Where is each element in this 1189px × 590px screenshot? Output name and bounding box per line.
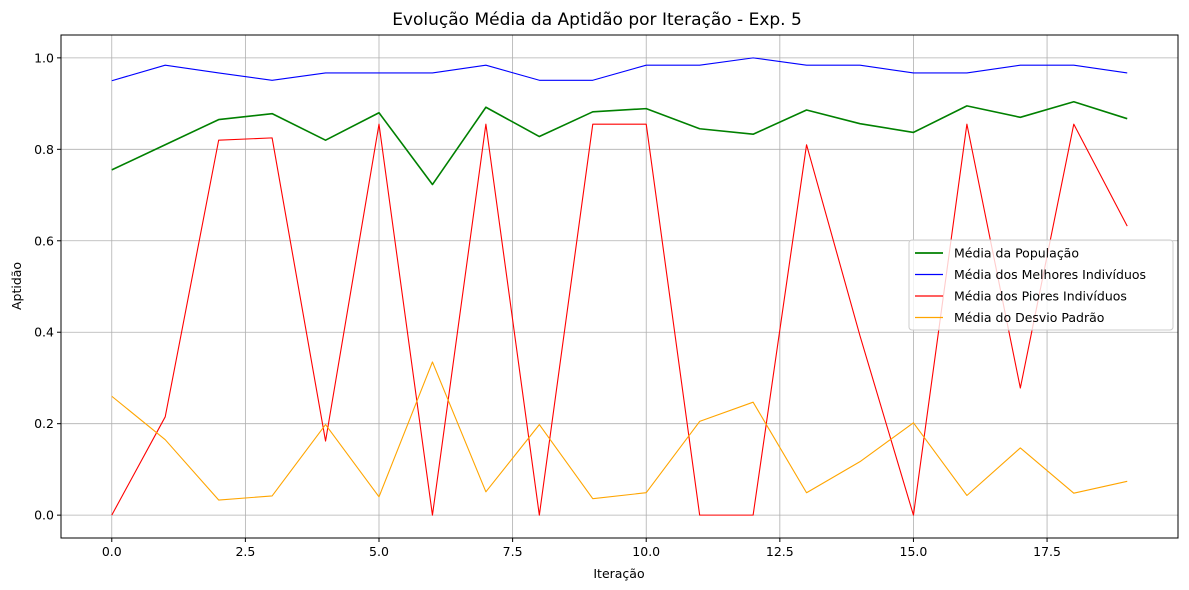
legend-frame xyxy=(908,239,1174,331)
x-axis-label: Iteração xyxy=(593,566,644,581)
series-line-4 xyxy=(111,361,1128,501)
legend-label: Média dos Piores Indivíduos xyxy=(954,289,1127,304)
series-line-1 xyxy=(111,100,1128,186)
series-line-3 xyxy=(111,123,1128,516)
y-axis: 0.0 0.2 0.4 0.6 0.8 1.0 xyxy=(34,50,61,523)
x-tick-label: 7.5 xyxy=(503,544,523,559)
x-tick-label: 10.0 xyxy=(632,544,660,559)
x-tick-label: 5.0 xyxy=(369,544,389,559)
series-layer xyxy=(111,57,1128,516)
x-axis: 0.0 2.5 5.0 7.5 10.0 12.5 15.0 17.5 xyxy=(102,538,1061,559)
x-tick-label: 2.5 xyxy=(235,544,255,559)
x-tick-label: 12.5 xyxy=(766,544,794,559)
plot-area xyxy=(60,34,1179,539)
y-tick-label: 1.0 xyxy=(34,50,54,65)
x-tick-label: 15.0 xyxy=(900,544,928,559)
x-tick-label: 0.0 xyxy=(102,544,122,559)
series-line-2 xyxy=(111,57,1128,82)
legend-label: Média dos Melhores Indivíduos xyxy=(954,267,1146,282)
legend-label: Média da População xyxy=(954,246,1079,261)
y-tick-label: 0.4 xyxy=(34,325,54,340)
y-tick-label: 0.6 xyxy=(34,233,54,248)
y-tick-label: 0.8 xyxy=(34,142,54,157)
legend-label: Média do Desvio Padrão xyxy=(954,310,1104,325)
y-tick-label: 0.2 xyxy=(34,416,54,431)
grid xyxy=(61,35,1178,538)
chart-title: Evolução Média da Aptidão por Iteração -… xyxy=(392,10,802,30)
x-tick-label: 17.5 xyxy=(1033,544,1061,559)
y-axis-label: Aptidão xyxy=(9,262,24,310)
legend: Média da População Média dos Melhores Ind… xyxy=(908,239,1174,331)
y-tick-label: 0.0 xyxy=(34,508,54,523)
